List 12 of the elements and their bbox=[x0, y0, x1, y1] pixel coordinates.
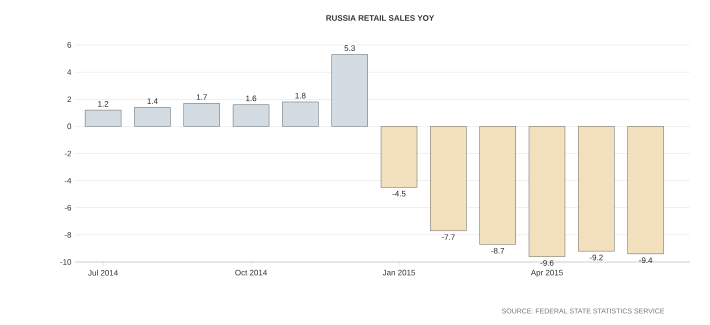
bar bbox=[528, 126, 566, 257]
bar bbox=[184, 103, 220, 127]
bar bbox=[332, 54, 368, 127]
bar bbox=[578, 126, 615, 252]
bar bbox=[380, 126, 418, 188]
bar bbox=[84, 110, 122, 127]
bar bbox=[232, 104, 270, 127]
bar bbox=[430, 126, 467, 232]
bar bbox=[627, 126, 664, 254]
bar bbox=[282, 102, 319, 127]
bar bbox=[479, 126, 516, 245]
bar bbox=[134, 107, 171, 127]
